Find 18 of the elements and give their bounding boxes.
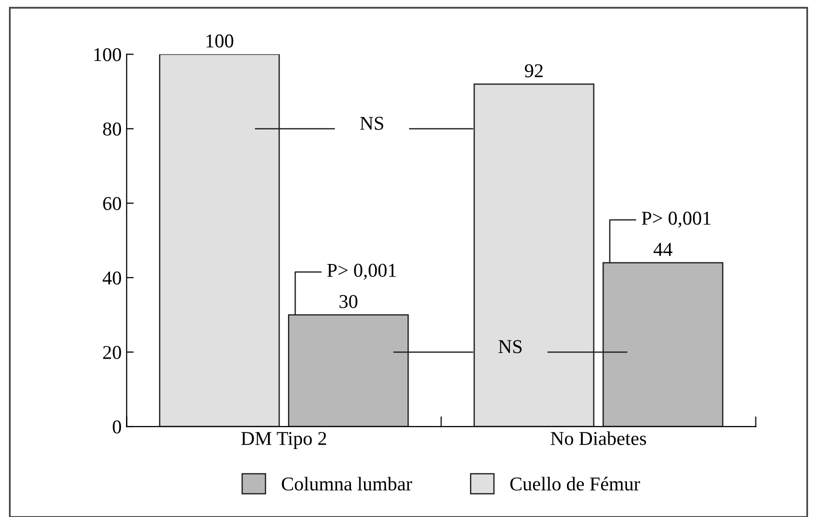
legend-label: Columna lumbar xyxy=(282,476,412,491)
y-tick-label: 40 xyxy=(102,271,122,285)
y-tick-label: 60 xyxy=(103,196,122,210)
data-label: 100 xyxy=(206,34,234,48)
y-tick-label: 80 xyxy=(103,122,122,136)
data-label: 30 xyxy=(340,295,358,308)
data-label: 92 xyxy=(524,64,543,78)
x-tick-label: DM Tipo 2 xyxy=(241,432,326,450)
data-label: 44 xyxy=(654,243,672,256)
annotation: P> 0,001 xyxy=(642,212,710,228)
y-tick-label: 100 xyxy=(94,48,122,62)
y-tick-label: 0 xyxy=(112,420,122,434)
y-tick-label: 20 xyxy=(103,346,122,360)
annotation: NS xyxy=(498,340,522,354)
annotation: P> 0,001 xyxy=(327,264,396,280)
legend-label: Cuello de Fémur xyxy=(510,476,640,491)
annotation: NS xyxy=(360,116,384,130)
x-tick-label: No Diabetes xyxy=(550,431,646,446)
